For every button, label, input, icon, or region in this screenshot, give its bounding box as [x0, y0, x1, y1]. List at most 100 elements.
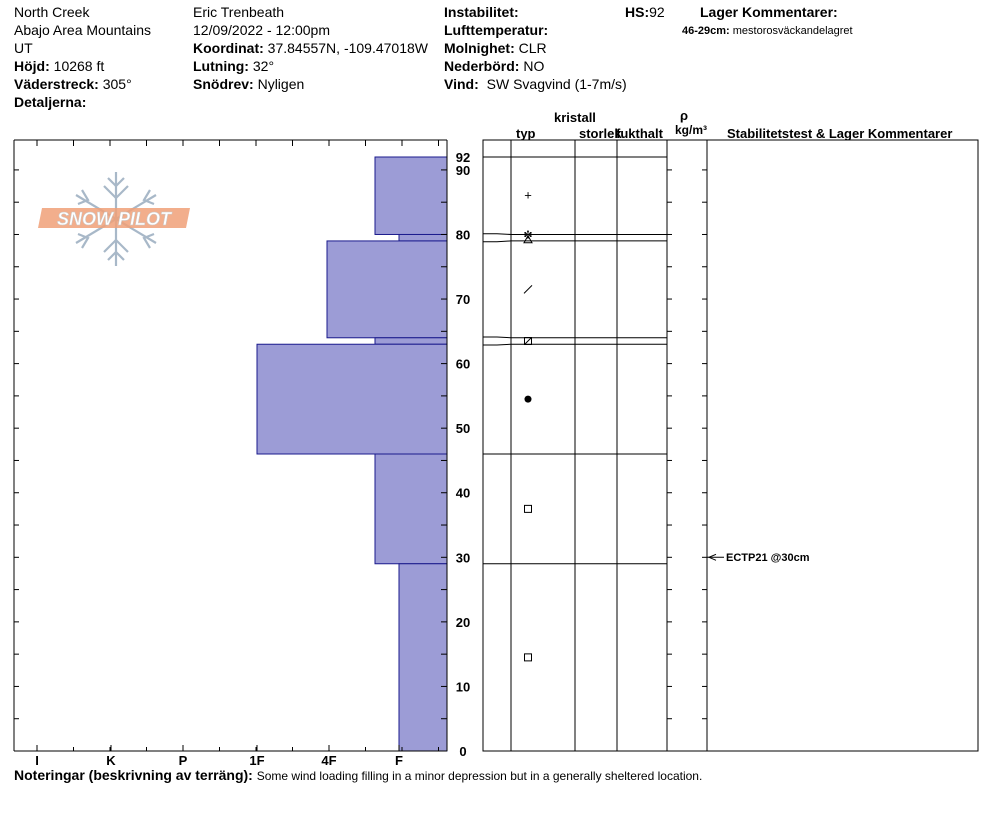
wind-label: Vind:: [444, 76, 479, 92]
grain-symbol-triangle: [523, 234, 533, 244]
layer-connector: [483, 240, 512, 243]
logo-text: SNOW PILOT: [57, 209, 173, 229]
layer-comment-text: mestorosväckandelagret: [732, 25, 853, 37]
grain-symbol-square-x: [524, 337, 532, 346]
hardness-bar: [398, 233, 448, 242]
elevation-value: 10268 ft: [53, 58, 105, 74]
layer-connector: [483, 343, 512, 346]
sky-value: CLR: [518, 40, 547, 56]
elevation-row: Höjd: 10268 ft: [14, 57, 104, 75]
col-storlek: storlek: [579, 126, 622, 141]
grain-symbols: +✻: [523, 188, 533, 662]
hs-row: HS:92: [625, 3, 665, 21]
aspect-label: Väderstreck:: [14, 76, 99, 92]
state-name: UT: [14, 40, 33, 56]
grain-symbol-square: [524, 504, 532, 513]
wind-value: SW Svagvind (1-7m/s): [486, 76, 627, 92]
notes-label: Noteringar (beskrivning av terräng):: [14, 767, 253, 783]
notes-row: Noteringar (beskrivning av terräng): Som…: [14, 766, 702, 784]
hardness-bars: [256, 156, 448, 752]
instability-label: Instabilitet:: [444, 4, 519, 20]
elevation-label: Höjd:: [14, 58, 50, 74]
col-fukthalt: fukthalt: [616, 126, 663, 141]
grain-symbol-square-x-diag: [524, 337, 532, 345]
range-name: Abajo Area Mountains: [14, 22, 151, 38]
drift-row: Snödrev: Nyligen: [193, 75, 304, 93]
y-tick-label: 40: [456, 486, 470, 501]
snowflake-icon: SNOW PILOT: [38, 172, 190, 266]
y-tick-label: 90: [456, 163, 470, 178]
x-tick-label: K: [106, 753, 116, 768]
layer-connector: [483, 336, 512, 339]
y-tick-label: 30: [456, 550, 470, 565]
slope-value: 32°: [252, 58, 275, 74]
slope-row: Lutning: 32°: [193, 57, 274, 75]
hardness-bar: [256, 343, 448, 455]
grain-symbol-slash: [523, 285, 533, 294]
hardness-bar: [374, 156, 448, 235]
y-tick-label: 10: [456, 679, 470, 694]
precip-label: Nederbörd:: [444, 58, 520, 74]
table-frame: [482, 139, 979, 752]
col-rho: ρ: [680, 108, 689, 123]
layer-comment-row: 46-29cm: mestorosväckandelagret: [682, 24, 853, 38]
y-tick-label: 50: [456, 421, 470, 436]
air-temp-label: Lufttemperatur:: [444, 22, 549, 38]
x-tick-label: 4F: [321, 753, 336, 768]
layer-connector: [483, 233, 512, 235]
coord-row: Koordinat: 37.84557N, -109.47018W: [193, 39, 428, 57]
x-tick-label: P: [179, 753, 188, 768]
datetime: 12/09/2022 - 12:00pm: [193, 22, 330, 38]
x-tick-label: F: [395, 753, 403, 768]
layer-comments-label: Lager Kommentarer:: [700, 4, 838, 20]
test-result-label: ECTP21 @30cm: [726, 552, 810, 564]
sky-label: Molnighet:: [444, 40, 515, 56]
coord-value: 37.84557N, -109.47018W: [267, 40, 428, 56]
test-arrow-head: [707, 553, 717, 561]
table-layers: [483, 156, 667, 565]
hardness-bar: [374, 453, 448, 565]
location-name: North Creek: [14, 4, 90, 20]
hs-value: 92: [649, 4, 665, 20]
col-typ: typ: [516, 126, 536, 141]
hardness-bar: [374, 337, 448, 345]
wind-row: Vind: SW Svagvind (1-7m/s): [444, 75, 627, 93]
density-ticks: [667, 169, 707, 752]
hs-tick-label: 92: [456, 150, 470, 165]
col-stability: Stabilitetstest & Lager Kommentarer: [727, 126, 953, 141]
col-kristall: kristall: [554, 110, 596, 125]
coord-label: Koordinat:: [193, 40, 264, 56]
x-tick-label: 1F: [249, 753, 264, 768]
y-tick-label: 0: [459, 744, 466, 759]
grain-symbol-dot: [524, 395, 532, 403]
sky-row: Molnighet: CLR: [444, 39, 547, 57]
y-tick-label: 60: [456, 357, 470, 372]
precip-value: NO: [523, 58, 545, 74]
col-density-unit: kg/m³: [675, 123, 708, 137]
hardness-bar: [398, 563, 448, 752]
aspect-value: 305°: [102, 76, 132, 92]
grain-symbol-square: [524, 653, 532, 662]
grain-symbol-plus: +: [524, 188, 532, 203]
stability-test-marker: [707, 553, 724, 561]
hardness-bar: [326, 240, 448, 339]
snowpilot-logo: SNOW PILOT: [38, 170, 194, 275]
observer-name: Eric Trenbeath: [193, 4, 285, 20]
layer-comment-range: 46-29cm:: [682, 25, 730, 37]
precip-row: Nederbörd: NO: [444, 57, 544, 75]
hs-label: HS:: [625, 4, 650, 20]
drift-label: Snödrev:: [193, 76, 254, 92]
drift-value: Nyligen: [257, 76, 305, 92]
x-tick-label: I: [35, 753, 39, 768]
details-label: Detaljerna:: [14, 94, 87, 110]
y-tick-label: 80: [456, 227, 470, 242]
y-tick-label: 70: [456, 292, 470, 307]
aspect-row: Väderstreck: 305°: [14, 75, 132, 93]
left-ticks: [14, 140, 447, 752]
hardness-axis: I K P 1F 4F F: [35, 745, 439, 768]
notes-text: Some wind loading filling in a minor dep…: [256, 769, 703, 783]
slope-label: Lutning:: [193, 58, 249, 74]
y-tick-label: 20: [456, 615, 470, 630]
